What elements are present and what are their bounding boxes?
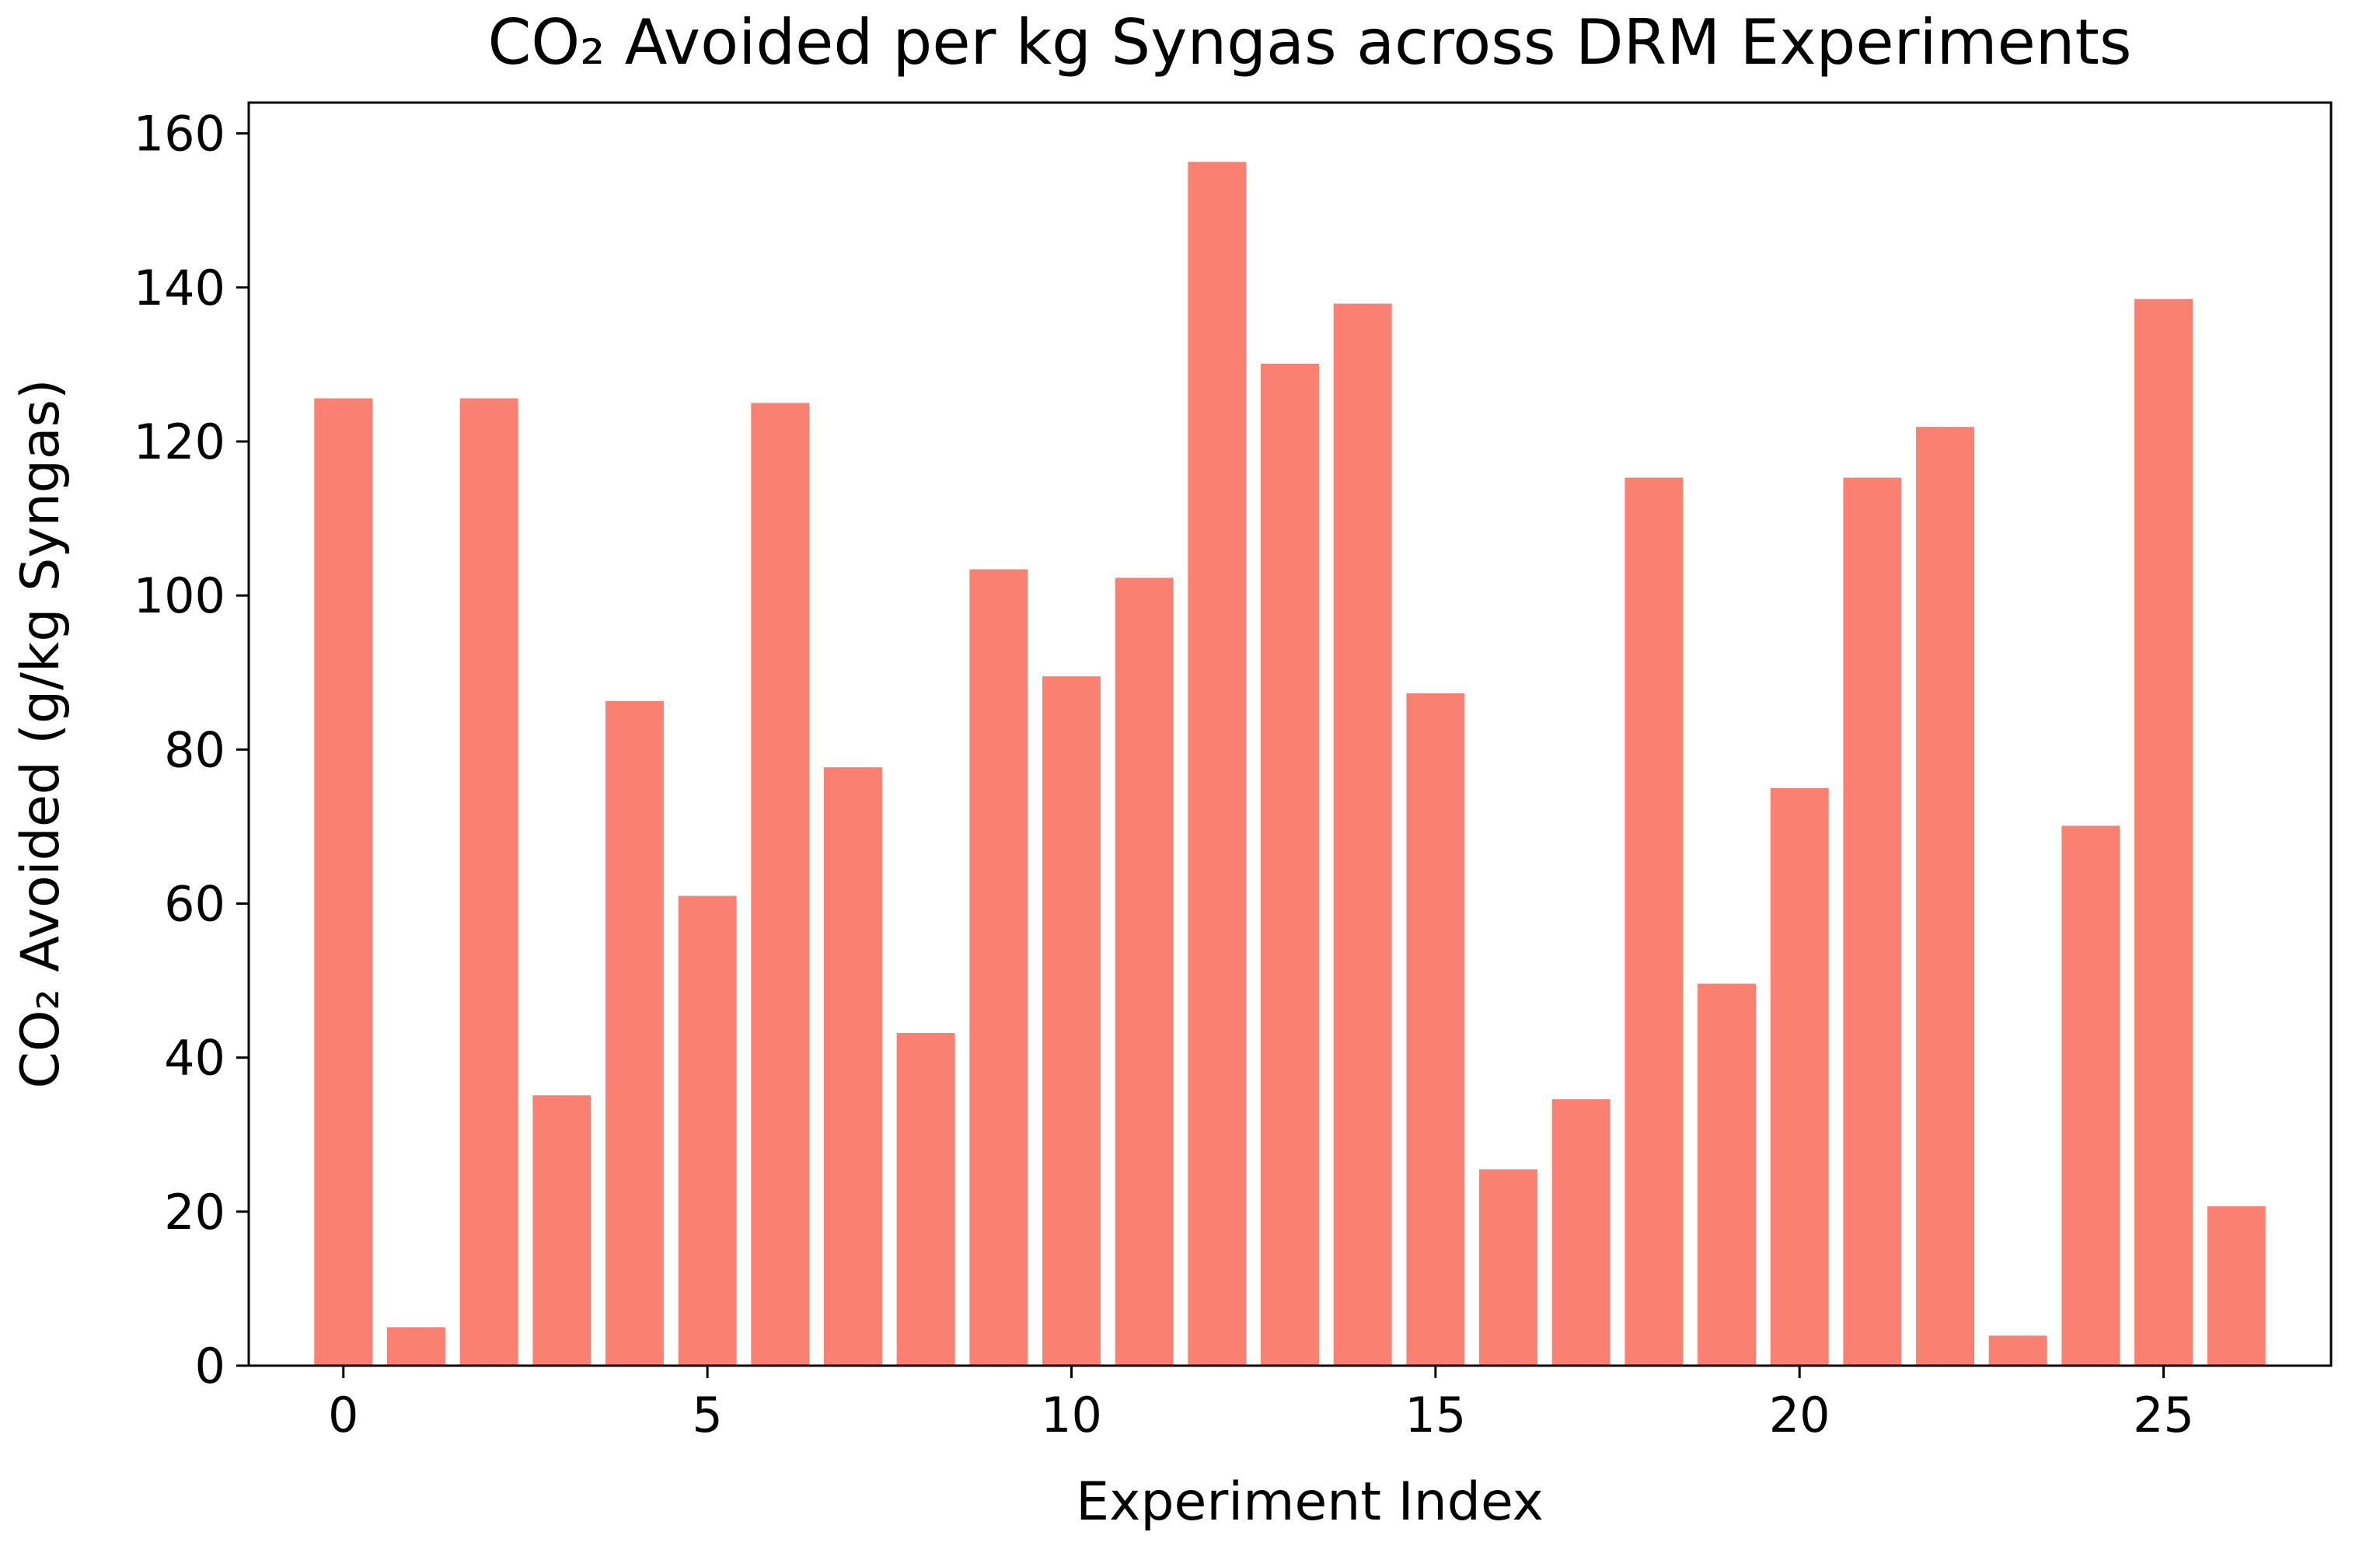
bar-5 <box>678 895 737 1366</box>
x-tick-label: 0 <box>328 1387 358 1443</box>
bar-1 <box>386 1327 445 1366</box>
x-tick-label: 10 <box>1041 1387 1102 1443</box>
y-tick-label: 120 <box>134 414 225 470</box>
bar-26 <box>2207 1206 2266 1366</box>
bar-18 <box>1624 477 1684 1366</box>
bar-25 <box>2134 298 2193 1366</box>
y-tick-label: 140 <box>134 260 225 316</box>
bar-21 <box>1843 477 1902 1366</box>
bar-9 <box>969 569 1028 1366</box>
bar-20 <box>1770 787 1829 1366</box>
chart-title: CO₂ Avoided per kg Syngas across DRM Exp… <box>487 6 2131 79</box>
bar-23 <box>1988 1335 2047 1366</box>
x-tick-label: 5 <box>692 1387 722 1443</box>
bars <box>314 162 2266 1366</box>
bar-11 <box>1115 578 1174 1366</box>
bar-15 <box>1406 693 1465 1366</box>
x-tick-label: 15 <box>1405 1387 1466 1443</box>
y-tick-label: 80 <box>164 721 225 778</box>
bar-24 <box>2061 825 2120 1366</box>
y-tick-label: 20 <box>164 1184 225 1241</box>
bar-3 <box>532 1095 592 1366</box>
x-axis-label: Experiment Index <box>1076 1471 1544 1533</box>
x-tick-label: 25 <box>2133 1387 2194 1443</box>
bar-14 <box>1333 303 1392 1366</box>
bar-6 <box>751 403 810 1366</box>
y-tick-label: 60 <box>164 875 225 932</box>
plot-frame <box>247 101 2333 1367</box>
bar-12 <box>1188 162 1247 1366</box>
bar-7 <box>824 767 882 1366</box>
y-tick-label: 0 <box>195 1338 225 1394</box>
x-axis: 0 5 10 15 20 25 <box>328 1366 2194 1443</box>
bar-4 <box>605 700 664 1366</box>
bar-8 <box>896 1032 955 1366</box>
y-axis-label: CO₂ Avoided (g/kg Syngas) <box>10 379 72 1089</box>
bar-0 <box>314 398 373 1366</box>
y-tick-label: 100 <box>134 567 225 624</box>
x-tick-label: 20 <box>1769 1387 1830 1443</box>
bar-2 <box>459 398 518 1366</box>
y-axis: 0 20 40 60 80 100 120 140 160 <box>134 106 249 1394</box>
y-tick-label: 40 <box>164 1030 225 1087</box>
bar-19 <box>1698 983 1756 1366</box>
bar-22 <box>1916 427 1975 1366</box>
y-tick-label: 160 <box>134 106 225 162</box>
bar-17 <box>1551 1099 1611 1366</box>
bar-13 <box>1261 363 1319 1366</box>
bar-10 <box>1042 676 1101 1366</box>
bar-16 <box>1479 1169 1537 1366</box>
